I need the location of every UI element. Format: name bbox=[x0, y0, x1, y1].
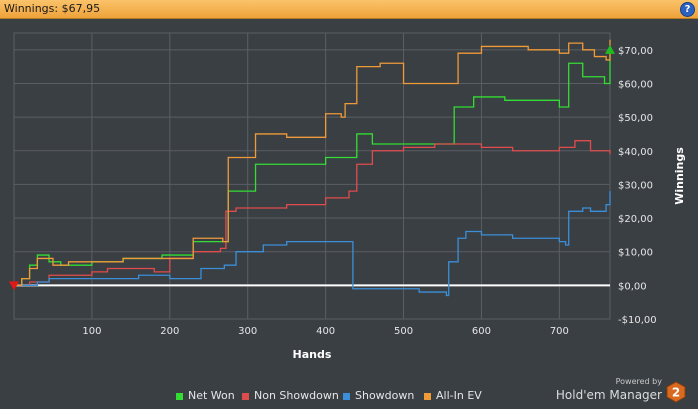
series-line-all-in-ev bbox=[14, 39, 611, 287]
x-tick-label: 700 bbox=[550, 326, 569, 337]
help-icon[interactable]: ? bbox=[680, 2, 695, 17]
legend-swatch bbox=[242, 392, 249, 400]
winnings-chart: 100 200 300 400 500 600 700 -$10,00 $0,00 $10,00 $… bbox=[9, 32, 686, 361]
x-tick-label: 100 bbox=[82, 326, 101, 337]
y-tick-label: $50,00 bbox=[618, 113, 653, 124]
window-title: Winnings: $67,95 bbox=[4, 2, 101, 15]
y-tick-label: $10,00 bbox=[618, 248, 653, 259]
y-axis-title: Winnings bbox=[673, 147, 686, 205]
holdem-manager-logo: 2 bbox=[666, 381, 686, 403]
marker-start bbox=[9, 281, 19, 291]
x-tick-label: 400 bbox=[316, 326, 335, 337]
marker-end bbox=[605, 44, 615, 54]
x-tick-label: 600 bbox=[472, 326, 491, 337]
powered-by-label: Powered by bbox=[615, 377, 662, 386]
y-tick-label: $60,00 bbox=[618, 79, 653, 90]
legend-swatch bbox=[424, 392, 431, 400]
x-axis-title: Hands bbox=[293, 348, 332, 361]
y-tick-label: -$10,00 bbox=[618, 315, 657, 326]
y-tick-label: $20,00 bbox=[618, 214, 653, 225]
legend-item-net-won[interactable]: Net Won bbox=[176, 389, 235, 402]
legend-label: Non Showdown bbox=[254, 389, 339, 402]
y-tick-label: $30,00 bbox=[618, 180, 653, 191]
legend-item-showdown[interactable]: Showdown bbox=[343, 389, 414, 402]
plot-area bbox=[13, 32, 611, 320]
legend-label: All-In EV bbox=[436, 389, 482, 402]
series-line-non-showdown bbox=[14, 140, 611, 287]
legend-swatch bbox=[343, 392, 350, 400]
y-tick-label: $40,00 bbox=[618, 147, 653, 158]
logo-number: 2 bbox=[672, 386, 680, 400]
x-tick-label: 300 bbox=[238, 326, 257, 337]
legend-item-non-showdown[interactable]: Non Showdown bbox=[242, 389, 339, 402]
y-tick-label: $0,00 bbox=[618, 281, 647, 292]
x-tick-label: 500 bbox=[394, 326, 413, 337]
legend-label: Showdown bbox=[355, 389, 415, 402]
brand-name: Hold'em Manager bbox=[555, 388, 662, 402]
title-bar: Winnings: $67,95 ? bbox=[0, 0, 698, 19]
series-line-net-won bbox=[14, 49, 611, 287]
chart-legend: Net Won Non Showdown Showdown All-In EV bbox=[0, 389, 698, 405]
legend-item-all-in-ev[interactable]: All-In EV bbox=[424, 389, 482, 402]
y-tick-label: $70,00 bbox=[618, 46, 653, 57]
series-line-showdown bbox=[14, 191, 611, 297]
legend-label: Net Won bbox=[188, 389, 235, 402]
legend-swatch bbox=[176, 392, 183, 400]
x-tick-label: 200 bbox=[160, 326, 179, 337]
